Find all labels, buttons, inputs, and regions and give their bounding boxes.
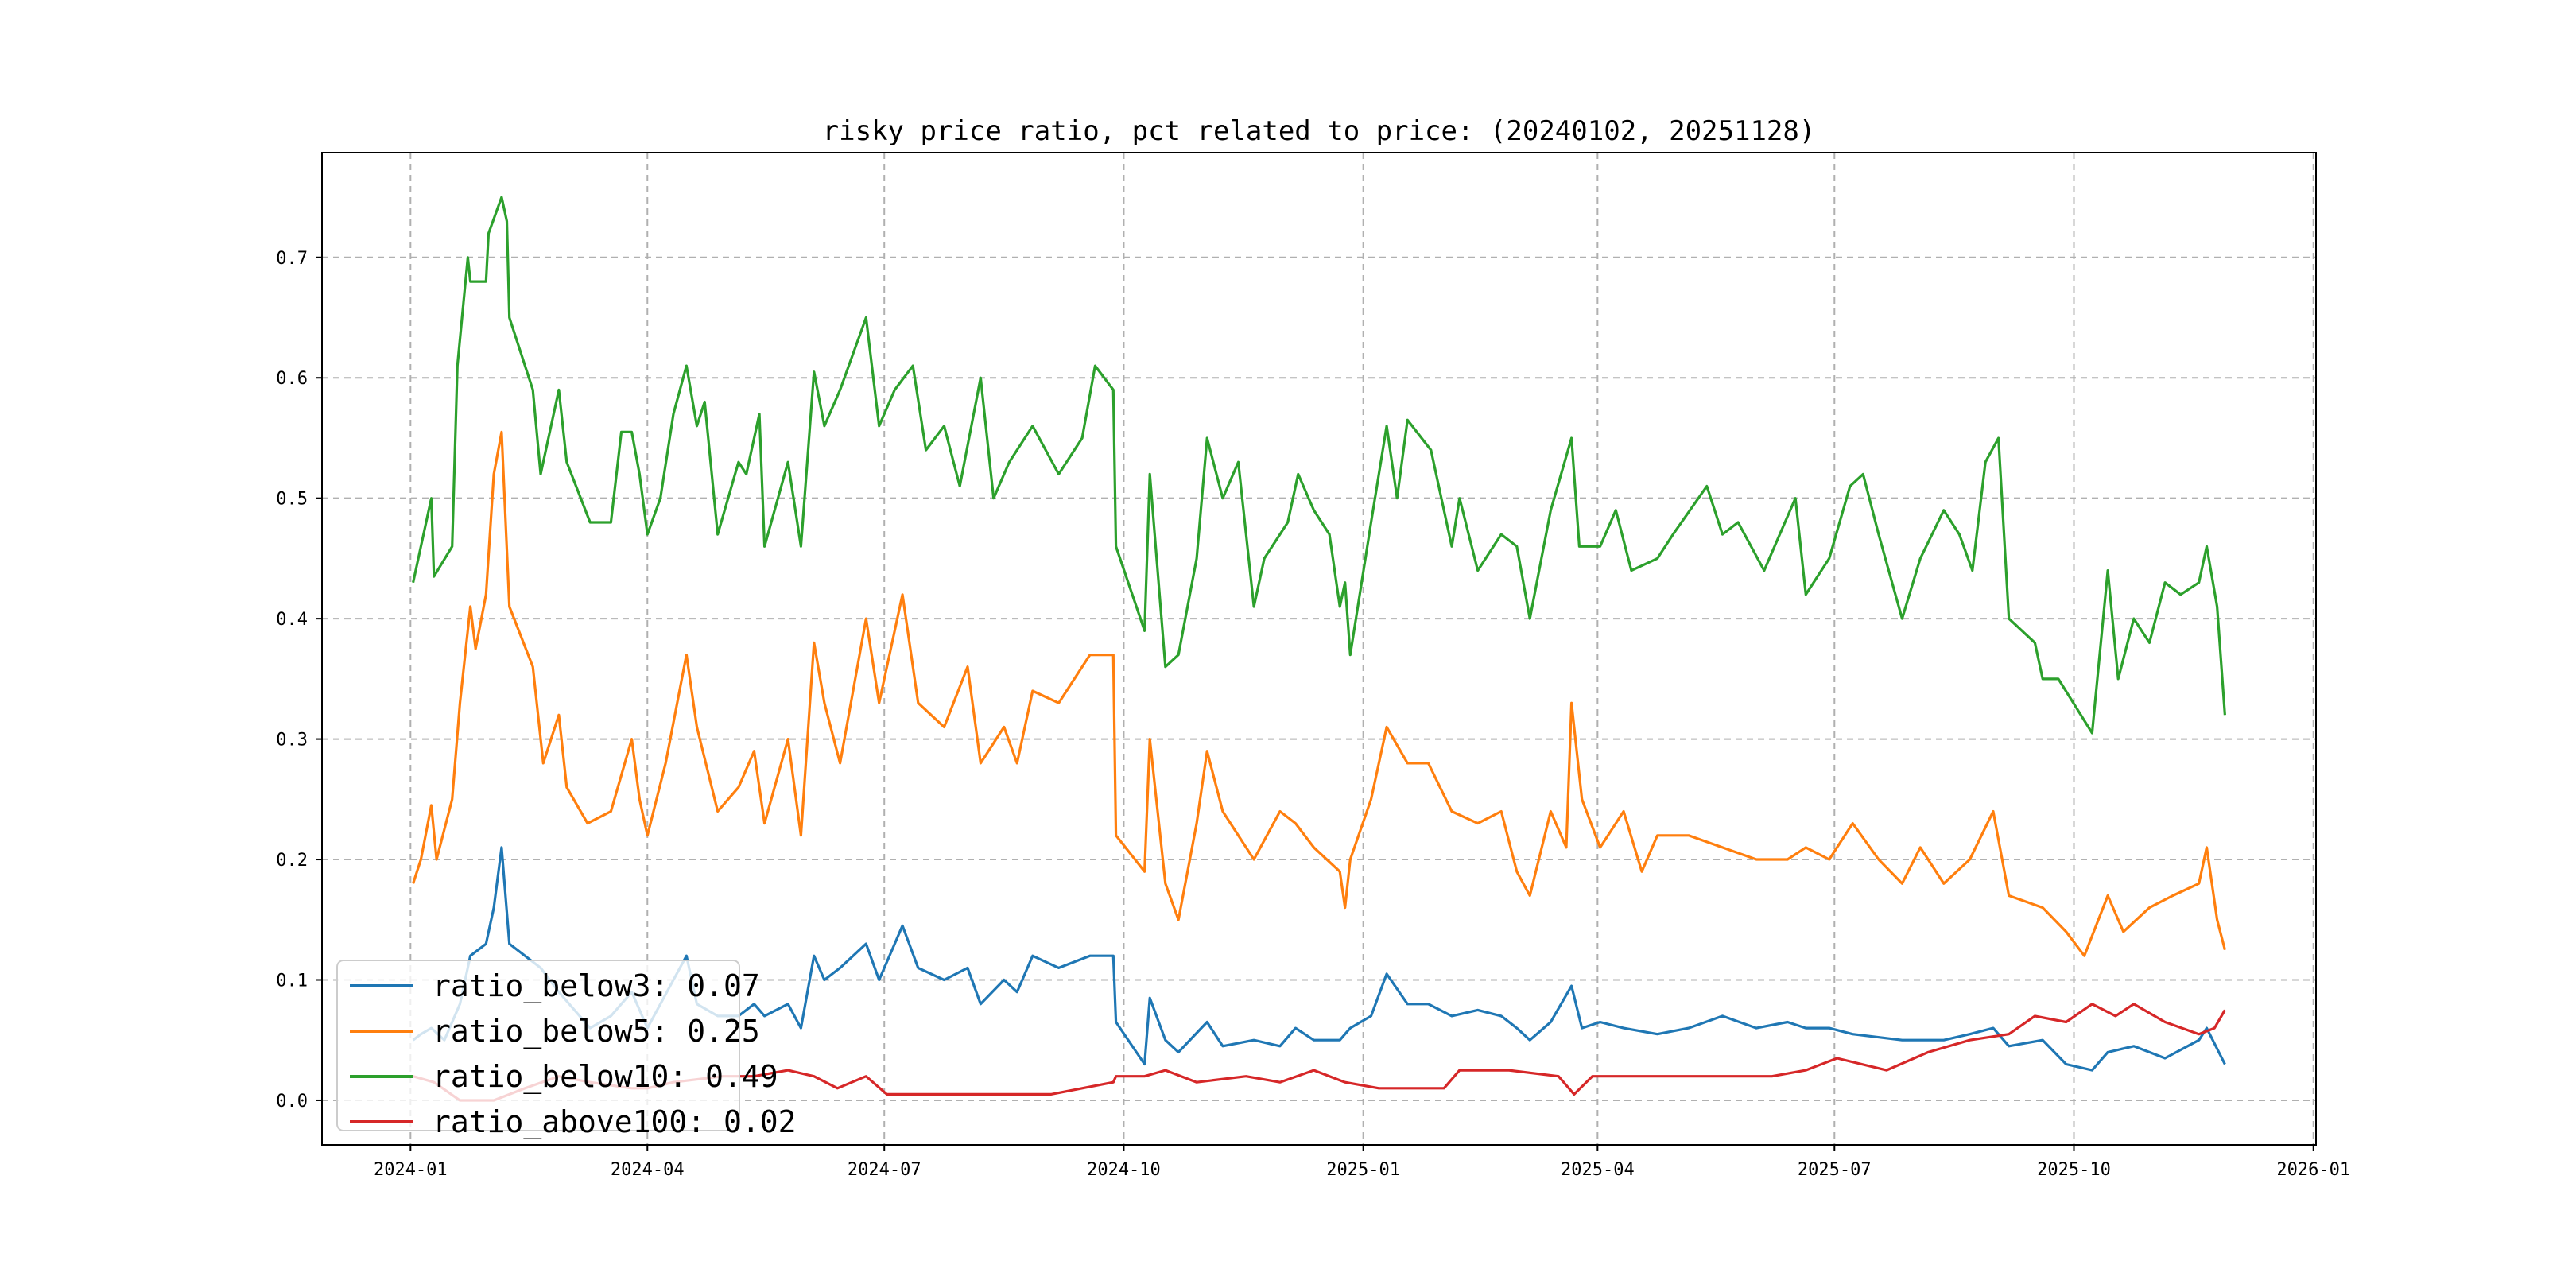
grid-lines [322,153,2316,1145]
x-tick-label: 2025-01 [1326,1160,1400,1180]
y-tick-label: 0.1 [276,972,308,991]
legend-label-ratio_below3: ratio_below3: 0.07 [433,968,760,1004]
plot-frame [321,152,2317,1146]
legend-label-ratio_below10: ratio_below10: 0.49 [433,1059,778,1095]
legend: ratio_below3: 0.07 ratio_below5: 0.25 rati… [336,960,797,1140]
y-tick-label: 0.7 [276,249,308,269]
y-tick-label: 0.5 [276,490,308,510]
y-tick-label: 0.3 [276,731,308,751]
x-tick-label: 2024-10 [1087,1160,1161,1180]
x-tick-label: 2024-07 [848,1160,921,1180]
legend-label-ratio_below5: ratio_below5: 0.25 [433,1014,760,1049]
x-tick-label: 2025-10 [2037,1160,2111,1180]
series-line-ratio_below5 [412,430,2226,957]
x-tick-label: 2025-04 [1561,1160,1635,1180]
y-tick-label: 0.0 [276,1092,308,1111]
x-tick-label: 2026-01 [2276,1160,2350,1180]
x-tick-label: 2025-07 [1798,1160,1872,1180]
x-tick-label: 2024-01 [374,1160,448,1180]
y-axis: 0.0 0.1 0.2 0.3 0.4 0.5 0.6 0.7 [276,249,322,1111]
y-tick-label: 0.4 [276,610,308,630]
series-line-ratio_below10 [412,196,2226,735]
y-tick-label: 0.6 [276,369,308,389]
legend-box [336,960,740,1131]
x-axis: 2024-01 2024-04 2024-07 2024-10 2025-01 2025-… [374,1145,2350,1180]
chart-title: risky price ratio, pct related to price:… [823,115,1816,147]
y-tick-label: 0.2 [276,851,308,871]
legend-label-ratio_above100: ratio_above100: 0.02 [433,1104,797,1140]
x-tick-label: 2024-04 [611,1160,685,1180]
